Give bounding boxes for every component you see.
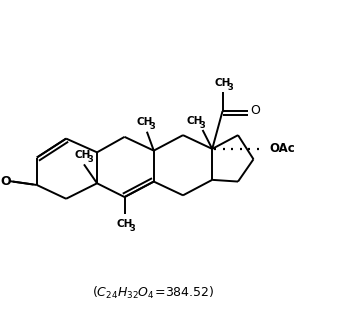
Text: 3: 3 [227,83,233,92]
Text: 3: 3 [129,224,135,233]
Text: CH: CH [137,117,153,127]
Text: CH: CH [187,117,203,126]
Text: CH: CH [116,219,133,229]
Text: O: O [250,104,260,117]
Text: 3: 3 [88,155,93,164]
Text: CH: CH [214,77,231,88]
Text: 3: 3 [200,121,205,130]
Text: 3: 3 [150,122,156,131]
Text: OAc: OAc [270,142,295,155]
Text: CH: CH [75,150,91,160]
Text: O: O [0,175,10,188]
Text: $(C_{24}H_{32}O_4\!=\!384.52)$: $(C_{24}H_{32}O_4\!=\!384.52)$ [92,285,215,301]
